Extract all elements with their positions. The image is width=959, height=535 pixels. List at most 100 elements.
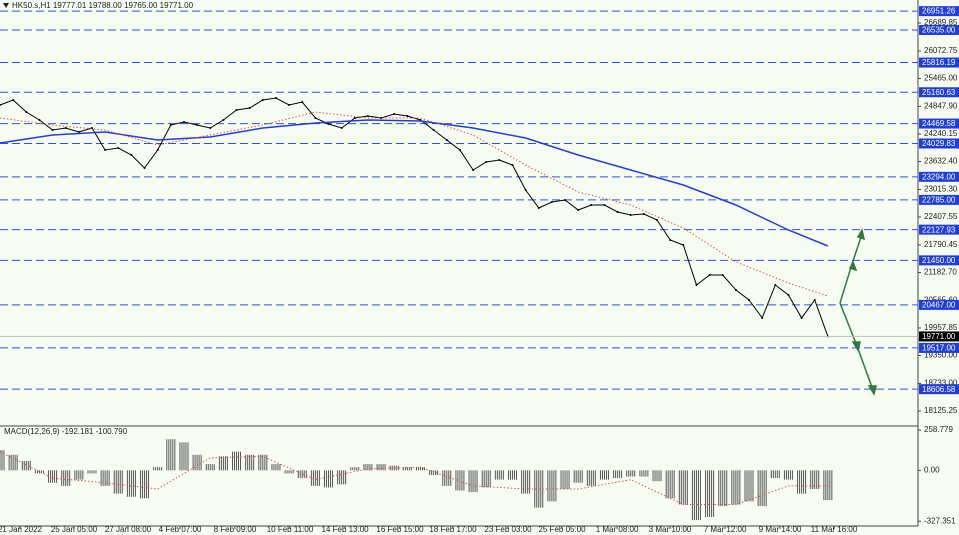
x-tick-label: 7 Mar 12:00 xyxy=(704,525,747,534)
close-point xyxy=(472,168,475,171)
level-label: 18606.58 xyxy=(922,385,956,394)
y-tick-label: 23632.40 xyxy=(924,157,958,166)
level-box xyxy=(919,24,959,35)
close-point xyxy=(143,166,146,169)
level-label: 23294.00 xyxy=(922,172,956,181)
level-box xyxy=(919,342,959,353)
price-line xyxy=(0,111,829,297)
level-label: 26535.00 xyxy=(922,26,956,35)
level-box xyxy=(919,224,959,235)
level-label: 22785.00 xyxy=(922,195,956,204)
close-point xyxy=(550,200,553,203)
close-point xyxy=(813,298,816,301)
level-box xyxy=(919,384,959,395)
x-tick-label: 21 Jan 2022 xyxy=(0,525,43,534)
level-box xyxy=(919,194,959,205)
level-label: 20467.00 xyxy=(922,301,956,310)
close-point xyxy=(682,243,685,246)
close-point xyxy=(616,210,619,213)
close-point xyxy=(603,203,606,206)
signal-line xyxy=(0,451,828,505)
level-label: 22127.93 xyxy=(922,225,956,234)
macd-title: MACD(12,26,9) -192.181 -100.790 xyxy=(4,427,128,436)
close-point xyxy=(169,123,172,126)
level-box xyxy=(919,6,959,17)
close-point xyxy=(104,149,107,152)
close-point xyxy=(761,316,764,319)
close-point xyxy=(12,98,15,101)
close-point xyxy=(787,293,790,296)
close-point xyxy=(235,108,238,111)
y-tick-label: 19957.85 xyxy=(924,323,958,332)
close-point xyxy=(577,208,580,211)
level-box xyxy=(919,171,959,182)
close-point xyxy=(734,288,737,291)
close-point xyxy=(38,118,41,121)
close-point xyxy=(196,123,199,126)
level-label: 24029.83 xyxy=(922,139,956,148)
price-line xyxy=(0,119,829,247)
level-box xyxy=(919,299,959,310)
close-point xyxy=(695,283,698,286)
close-point xyxy=(590,203,593,206)
level-box xyxy=(919,57,959,68)
close-point xyxy=(642,212,645,215)
level-box xyxy=(919,255,959,266)
close-point xyxy=(498,158,501,161)
close-point xyxy=(458,149,461,152)
price-line xyxy=(0,97,829,337)
close-point xyxy=(432,128,435,131)
close-point xyxy=(209,126,212,129)
x-tick-label: 25 Feb 05:00 xyxy=(538,525,586,534)
level-box xyxy=(919,118,959,129)
close-point xyxy=(629,213,632,216)
close-point xyxy=(51,128,54,131)
close-point xyxy=(314,116,317,119)
close-point xyxy=(117,146,120,149)
close-point xyxy=(0,103,1,106)
current-price-box xyxy=(919,331,959,342)
close-point xyxy=(445,138,448,141)
current-price-label: 19771.00 xyxy=(922,332,956,341)
close-point xyxy=(748,298,751,301)
close-point xyxy=(708,273,711,276)
close-point xyxy=(130,153,133,156)
close-point xyxy=(380,116,383,119)
close-point xyxy=(564,198,567,201)
level-label: 21450.00 xyxy=(922,256,956,265)
y-tick-label: 26072.75 xyxy=(924,46,958,55)
close-point xyxy=(393,112,396,115)
y-tick-label: -327.351 xyxy=(924,516,956,525)
x-tick-label: 4 Feb 07:00 xyxy=(159,525,202,534)
close-point xyxy=(156,149,159,152)
x-tick-label: 23 Feb 03:00 xyxy=(484,525,532,534)
x-tick-label: 18 Feb 17:00 xyxy=(429,525,477,534)
y-tick-label: 24847.90 xyxy=(924,102,958,111)
y-tick-label: 19350.00 xyxy=(924,351,958,360)
x-tick-label: 9 Mar 14:00 xyxy=(759,525,802,534)
y-tick-label: 24240.15 xyxy=(924,129,958,138)
y-tick-label: 258.779 xyxy=(924,425,953,434)
chart-title: HK50.s,H1 19777.01 19788.00 19765.00 197… xyxy=(12,1,194,10)
close-point xyxy=(327,122,330,125)
x-tick-label: 8 Feb 09:00 xyxy=(214,525,257,534)
close-point xyxy=(656,218,659,221)
close-point xyxy=(524,188,527,191)
close-point xyxy=(340,126,343,129)
close-point xyxy=(406,114,409,117)
close-point xyxy=(222,118,225,121)
close-point xyxy=(669,238,672,241)
x-tick-label: 1 Mar 08:00 xyxy=(596,525,639,534)
close-point xyxy=(537,206,540,209)
x-tick-label: 3 Mar 10:00 xyxy=(649,525,692,534)
x-tick-label: 27 Jan 08:00 xyxy=(105,525,152,534)
y-tick-label: 25465.00 xyxy=(924,74,958,83)
y-tick-label: 18125.25 xyxy=(924,406,958,415)
y-tick-label: 21790.45 xyxy=(924,240,958,249)
close-point xyxy=(261,98,264,101)
close-point xyxy=(182,121,185,124)
forecast-arrows xyxy=(839,227,877,396)
y-tick-label: 22407.55 xyxy=(924,212,958,221)
y-tick-label: 0.00 xyxy=(924,465,940,474)
